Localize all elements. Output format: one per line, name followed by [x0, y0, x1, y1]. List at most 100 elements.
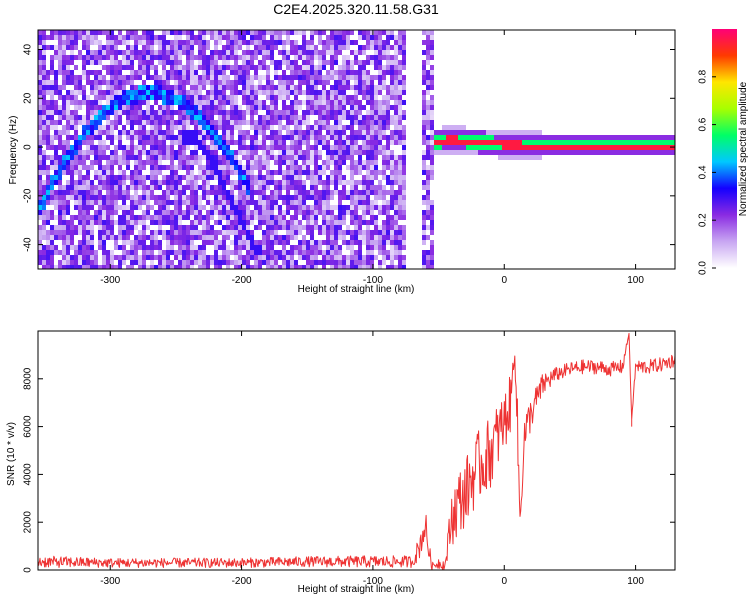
spectrogram-cell [354, 90, 358, 95]
spectrogram-cell [270, 170, 274, 175]
spectrogram-cell [314, 265, 318, 269]
spectrogram-cell [90, 60, 94, 65]
spectrogram-cell [338, 120, 342, 125]
spectrogram-cell [238, 130, 242, 135]
spectrogram-cell [578, 150, 582, 155]
spectrogram-cell [62, 75, 66, 80]
spectrogram-cell [58, 65, 62, 70]
spectrogram-cell [234, 150, 238, 155]
spectrogram-cell [298, 205, 302, 210]
spectrogram-cell [274, 100, 278, 105]
spectrogram-cell [118, 95, 122, 100]
spectrogram-cell [230, 230, 234, 235]
spectrogram-cell [238, 105, 242, 110]
spectrogram-cell [118, 260, 122, 265]
spectrogram-cell [174, 185, 178, 190]
spectrogram-cell [270, 225, 274, 230]
spectrogram-cell [398, 225, 402, 230]
spectrogram-cell [266, 75, 270, 80]
spectrogram-cell [170, 180, 174, 185]
spectrogram-cell [306, 260, 310, 265]
spectrogram-cell [334, 40, 338, 45]
spectrogram-cell [626, 145, 630, 150]
x-tick-label: -300 [100, 576, 120, 587]
spectrogram-cell [138, 60, 142, 65]
spectrogram-cell [206, 165, 210, 170]
spectrogram-cell [198, 255, 202, 260]
spectrogram-cell [366, 200, 370, 205]
spectrogram-cell [54, 190, 58, 195]
spectrogram-cell [546, 140, 550, 145]
spectrogram-cell [162, 175, 166, 180]
spectrogram-cell [134, 150, 138, 155]
spectrogram-cell [158, 55, 162, 60]
spectrogram-cell [390, 240, 394, 245]
spectrogram-cell [206, 160, 210, 165]
spectrogram-cell [498, 150, 502, 155]
spectrogram-cell [226, 130, 230, 135]
spectrogram-cell [270, 135, 274, 140]
spectrogram-cell [42, 80, 46, 85]
spectrogram-cell [178, 140, 182, 145]
spectrogram-cell [322, 145, 326, 150]
spectrogram-cell [382, 150, 386, 155]
spectrogram-cell [226, 250, 230, 255]
spectrogram-cell [94, 170, 98, 175]
spectrogram-cell [130, 105, 134, 110]
spectrogram-cell [50, 265, 54, 269]
spectrogram-cell [326, 205, 330, 210]
spectrogram-cell [346, 240, 350, 245]
spectrogram-cell [162, 235, 166, 240]
spectrogram-cell [150, 245, 154, 250]
spectrogram-cell [638, 135, 642, 140]
spectrogram-cell [38, 135, 42, 140]
spectrogram-cell [194, 95, 198, 100]
spectrogram-cell [290, 175, 294, 180]
spectrogram-cell [230, 80, 234, 85]
spectrogram-cell [190, 110, 194, 115]
spectrogram-cell [210, 240, 214, 245]
spectrogram-cell [74, 90, 78, 95]
spectrogram-cell [426, 195, 430, 200]
spectrogram-cell [346, 205, 350, 210]
spectrogram-cell [126, 40, 130, 45]
spectrogram-cell [278, 235, 282, 240]
spectrogram-cell [106, 185, 110, 190]
spectrogram-cell [234, 140, 238, 145]
spectrogram-cell [270, 190, 274, 195]
spectrogram-cell [374, 95, 378, 100]
spectrogram-cell [50, 125, 54, 130]
spectrogram-cell [314, 185, 318, 190]
spectrogram-cell [338, 30, 342, 35]
spectrogram-cell [390, 230, 394, 235]
spectrogram-cell [158, 155, 162, 160]
spectrogram-cell [294, 90, 298, 95]
spectrogram-cell [266, 120, 270, 125]
spectrogram-cell [202, 145, 206, 150]
y-tick-label: 8000 [23, 367, 34, 390]
spectrogram-cell [238, 145, 242, 150]
spectrogram-cell [566, 140, 570, 145]
spectrogram-cell [670, 140, 674, 145]
spectrogram-cell [166, 180, 170, 185]
spectrogram-cell [522, 135, 526, 140]
spectrogram-cell [42, 95, 46, 100]
spectrogram-cell [162, 215, 166, 220]
spectrogram-cell [386, 100, 390, 105]
spectrogram-cell [38, 140, 42, 145]
spectrogram-cell [158, 195, 162, 200]
spectrogram-cell [154, 115, 158, 120]
spectrogram-cell [274, 95, 278, 100]
spectrogram-cell [106, 260, 110, 265]
spectrogram-cell [154, 70, 158, 75]
spectrogram-cell [150, 45, 154, 50]
spectrogram-cell [610, 140, 614, 145]
spectrogram-cell [258, 105, 262, 110]
spectrogram-cell [250, 150, 254, 155]
spectrogram-cell [486, 150, 490, 155]
spectrogram-cell [182, 245, 186, 250]
spectrogram-cell [426, 185, 430, 190]
spectrogram-cell [186, 250, 190, 255]
spectrogram-cell [38, 55, 42, 60]
spectrogram-cell [146, 65, 150, 70]
